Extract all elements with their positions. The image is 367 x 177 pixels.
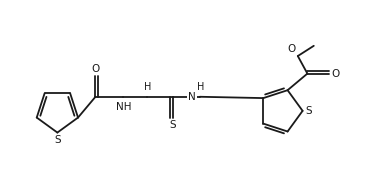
Text: NH: NH xyxy=(116,102,131,112)
Text: O: O xyxy=(91,64,99,74)
Text: O: O xyxy=(331,69,339,79)
Text: S: S xyxy=(170,120,176,130)
Text: N: N xyxy=(188,92,196,102)
Text: H: H xyxy=(143,82,151,92)
Text: O: O xyxy=(287,44,295,55)
Text: S: S xyxy=(305,106,312,116)
Text: S: S xyxy=(54,135,61,145)
Text: H: H xyxy=(197,82,204,92)
